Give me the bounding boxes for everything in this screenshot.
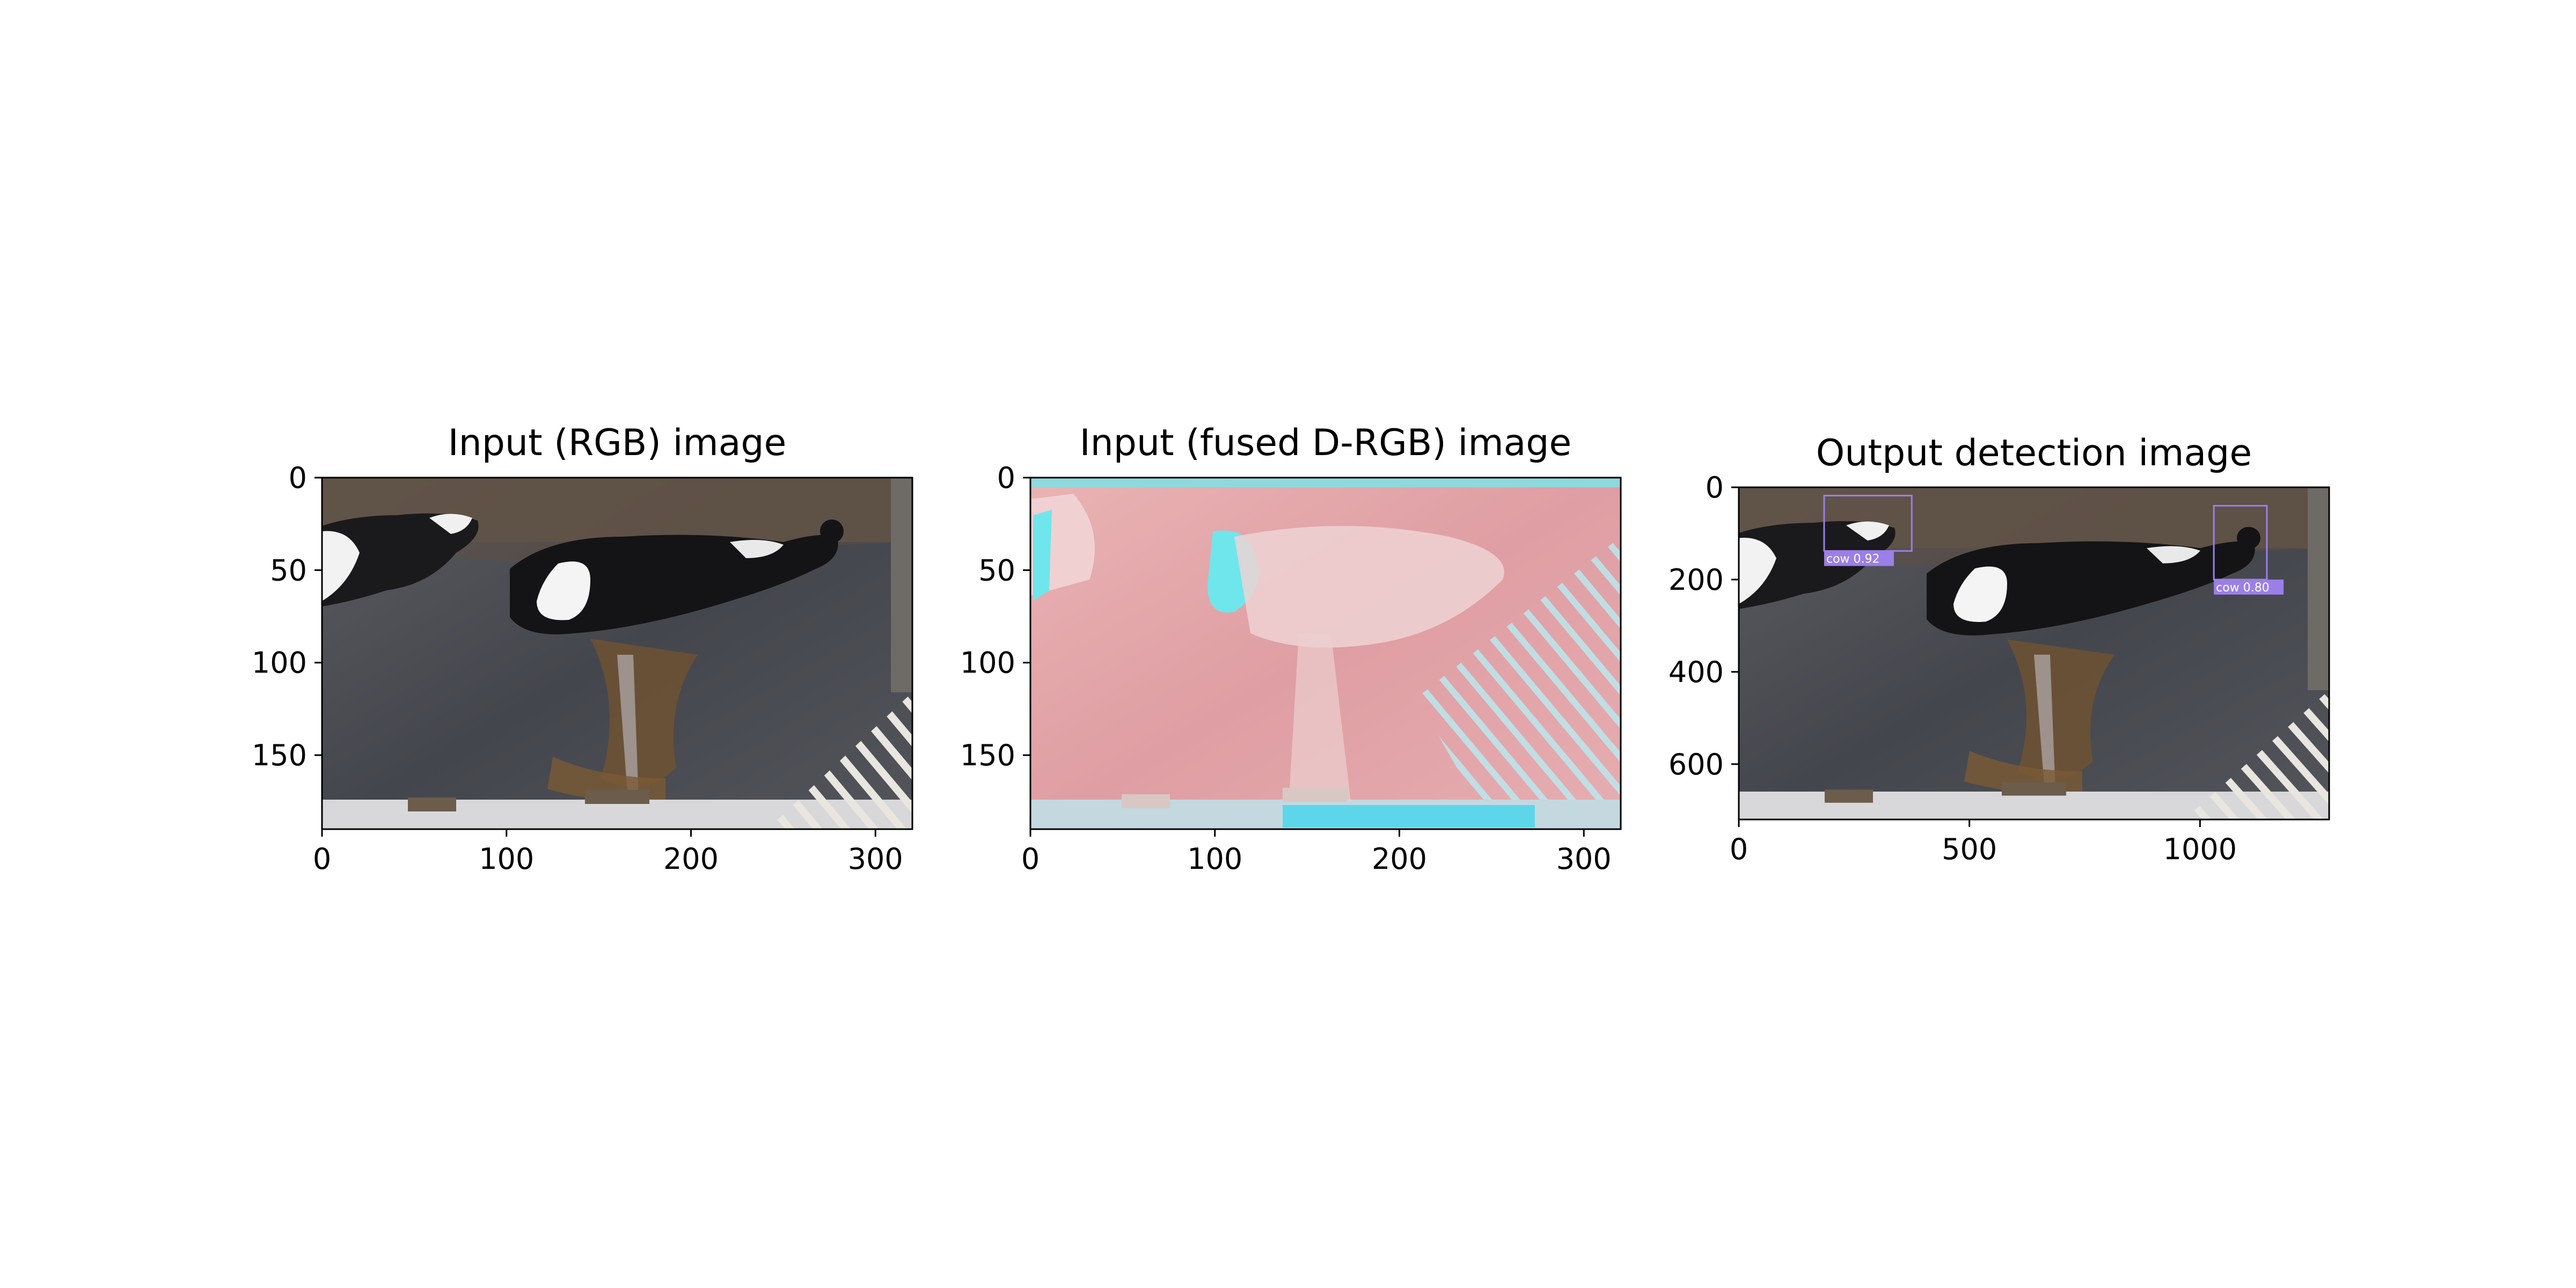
detection-box (1823, 494, 1913, 552)
panel-title: Output detection image (1816, 432, 2252, 474)
output-image (1739, 487, 2329, 819)
detection-label: cow 0.92 (1826, 553, 1880, 566)
y-tick-label: 100 (960, 646, 1015, 680)
detection-label-bg (1824, 551, 1894, 566)
y-tick-label: 150 (960, 738, 1015, 772)
panel-rgb: Input (RGB) image 0 100 200 300 0 50 100 150 (252, 422, 913, 876)
x-tick-label: 1000 (2163, 832, 2237, 866)
fused-image (1030, 478, 1621, 829)
y-axis: 0 200 400 600 (1668, 471, 1739, 781)
y-tick-label: 100 (252, 646, 307, 680)
y-tick-label: 50 (270, 553, 307, 587)
x-tick-label: 0 (1021, 842, 1040, 876)
x-tick-label: 100 (1187, 842, 1242, 876)
panel-title: Input (fused D-RGB) image (1080, 422, 1572, 464)
x-tick-label: 0 (313, 842, 331, 876)
axes-frame (321, 477, 913, 830)
y-tick-label: 50 (978, 553, 1015, 587)
x-tick-label: 0 (1730, 832, 1748, 866)
panel-fused: Input (fused D-RGB) image 0 100 200 300 0 50… (960, 422, 1622, 876)
panel-title: Input (RGB) image (448, 422, 787, 464)
x-tick-label: 200 (663, 842, 719, 876)
x-tick-label: 300 (848, 842, 903, 876)
y-tick-label: 0 (997, 461, 1015, 495)
x-tick-label: 200 (1372, 842, 1427, 876)
axes-frame (1029, 477, 1622, 830)
x-axis: 0 100 200 300 (313, 829, 903, 876)
detection-label-bg (2214, 579, 2284, 595)
y-tick-label: 400 (1668, 655, 1724, 689)
x-axis: 0 500 1000 (1730, 819, 2237, 866)
y-tick-label: 0 (289, 461, 307, 495)
y-axis: 0 50 100 150 (252, 461, 322, 772)
y-axis: 0 50 100 150 (960, 461, 1030, 772)
x-tick-label: 300 (1556, 842, 1612, 876)
axes-frame (1738, 486, 2330, 821)
y-tick-label: 600 (1668, 748, 1724, 781)
detection-boxes: cow 0.92 cow 0.80 (1823, 494, 2284, 595)
y-tick-label: 150 (252, 738, 307, 772)
y-tick-label: 0 (1706, 471, 1724, 504)
x-tick-label: 100 (479, 842, 534, 876)
x-axis: 0 100 200 300 (1021, 829, 1612, 876)
y-tick-label: 200 (1668, 563, 1724, 597)
detection-label: cow 0.80 (2216, 581, 2270, 595)
rgb-image (322, 478, 912, 829)
x-tick-label: 500 (1942, 832, 1997, 866)
